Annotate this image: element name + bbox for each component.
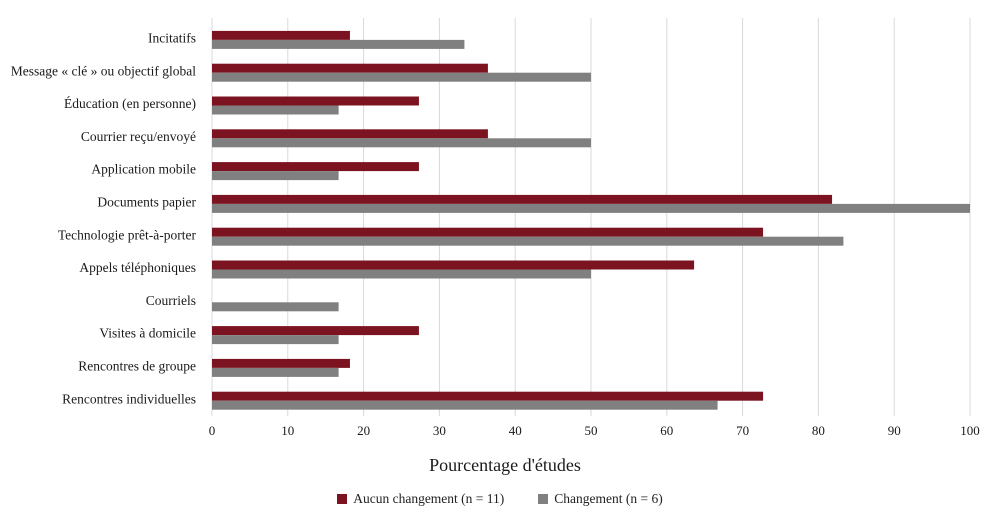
x-tick-label: 100 <box>960 423 980 438</box>
category-label: Appels téléphoniques <box>79 260 196 275</box>
x-tick-label: 70 <box>736 423 749 438</box>
bar-changement <box>212 171 339 181</box>
category-label: Courriels <box>146 293 196 308</box>
legend: Aucun changement (n = 11) Changement (n … <box>0 491 1000 507</box>
gridlines <box>211 18 971 416</box>
bar-changement <box>212 39 465 49</box>
legend-label: Aucun changement (n = 11) <box>353 491 505 506</box>
bar-aucun-changement <box>212 391 764 401</box>
bar-aucun-changement <box>212 194 833 204</box>
legend-swatch <box>538 494 549 504</box>
category-label: Rencontres individuelles <box>62 391 196 406</box>
bar-aucun-changement <box>212 129 488 139</box>
category-label: Documents papier <box>97 194 196 209</box>
bar-changement <box>212 400 718 410</box>
x-tick-label: 20 <box>357 423 370 438</box>
bar-aucun-changement <box>212 63 488 73</box>
bar-aucun-changement <box>212 326 419 336</box>
legend-label: Changement (n = 6) <box>554 491 663 506</box>
category-label: Application mobile <box>91 162 196 177</box>
category-label: Visites à domicile <box>99 326 196 341</box>
bar-aucun-changement <box>212 30 350 40</box>
category-label: Technologie prêt-à-porter <box>58 227 197 242</box>
bar-changement <box>212 236 844 246</box>
legend-item-series-1: Aucun changement (n = 11) <box>337 491 504 507</box>
bars <box>212 30 970 410</box>
bar-chart: Incitatifs Message « clé » ou objectif gl… <box>11 18 980 475</box>
x-tick-labels: 0 10 20 30 40 50 60 70 80 90 100 <box>209 423 980 438</box>
bar-aucun-changement <box>212 227 764 237</box>
bar-aucun-changement <box>212 358 350 368</box>
x-tick-label: 90 <box>888 423 901 438</box>
category-labels: Incitatifs Message « clé » ou objectif gl… <box>11 30 197 406</box>
x-tick-label: 60 <box>660 423 673 438</box>
x-tick-label: 30 <box>433 423 446 438</box>
category-label: Rencontres de groupe <box>78 358 196 373</box>
category-label: Éducation (en personne) <box>64 96 196 111</box>
x-tick-label: 80 <box>812 423 825 438</box>
x-tick-label: 40 <box>509 423 522 438</box>
x-tick-label: 10 <box>281 423 294 438</box>
x-tick-label: 0 <box>209 423 216 438</box>
x-axis-title: Pourcentage d'études <box>429 455 581 475</box>
bar-changement <box>212 203 970 213</box>
category-label: Courrier reçu/envoyé <box>81 129 196 144</box>
bar-changement <box>212 138 591 148</box>
bar-aucun-changement <box>212 96 419 106</box>
bar-changement <box>212 335 339 345</box>
bar-changement <box>212 72 591 82</box>
bar-aucun-changement <box>212 162 419 172</box>
bar-changement <box>212 105 339 115</box>
legend-swatch <box>337 494 348 504</box>
bar-changement <box>212 302 339 312</box>
bar-aucun-changement <box>212 260 695 270</box>
bar-changement <box>212 269 591 279</box>
category-label: Message « clé » ou objectif global <box>11 63 196 78</box>
category-label: Incitatifs <box>148 30 196 45</box>
legend-item-series-2: Changement (n = 6) <box>538 491 663 507</box>
bar-changement <box>212 367 339 377</box>
x-tick-label: 50 <box>585 423 598 438</box>
